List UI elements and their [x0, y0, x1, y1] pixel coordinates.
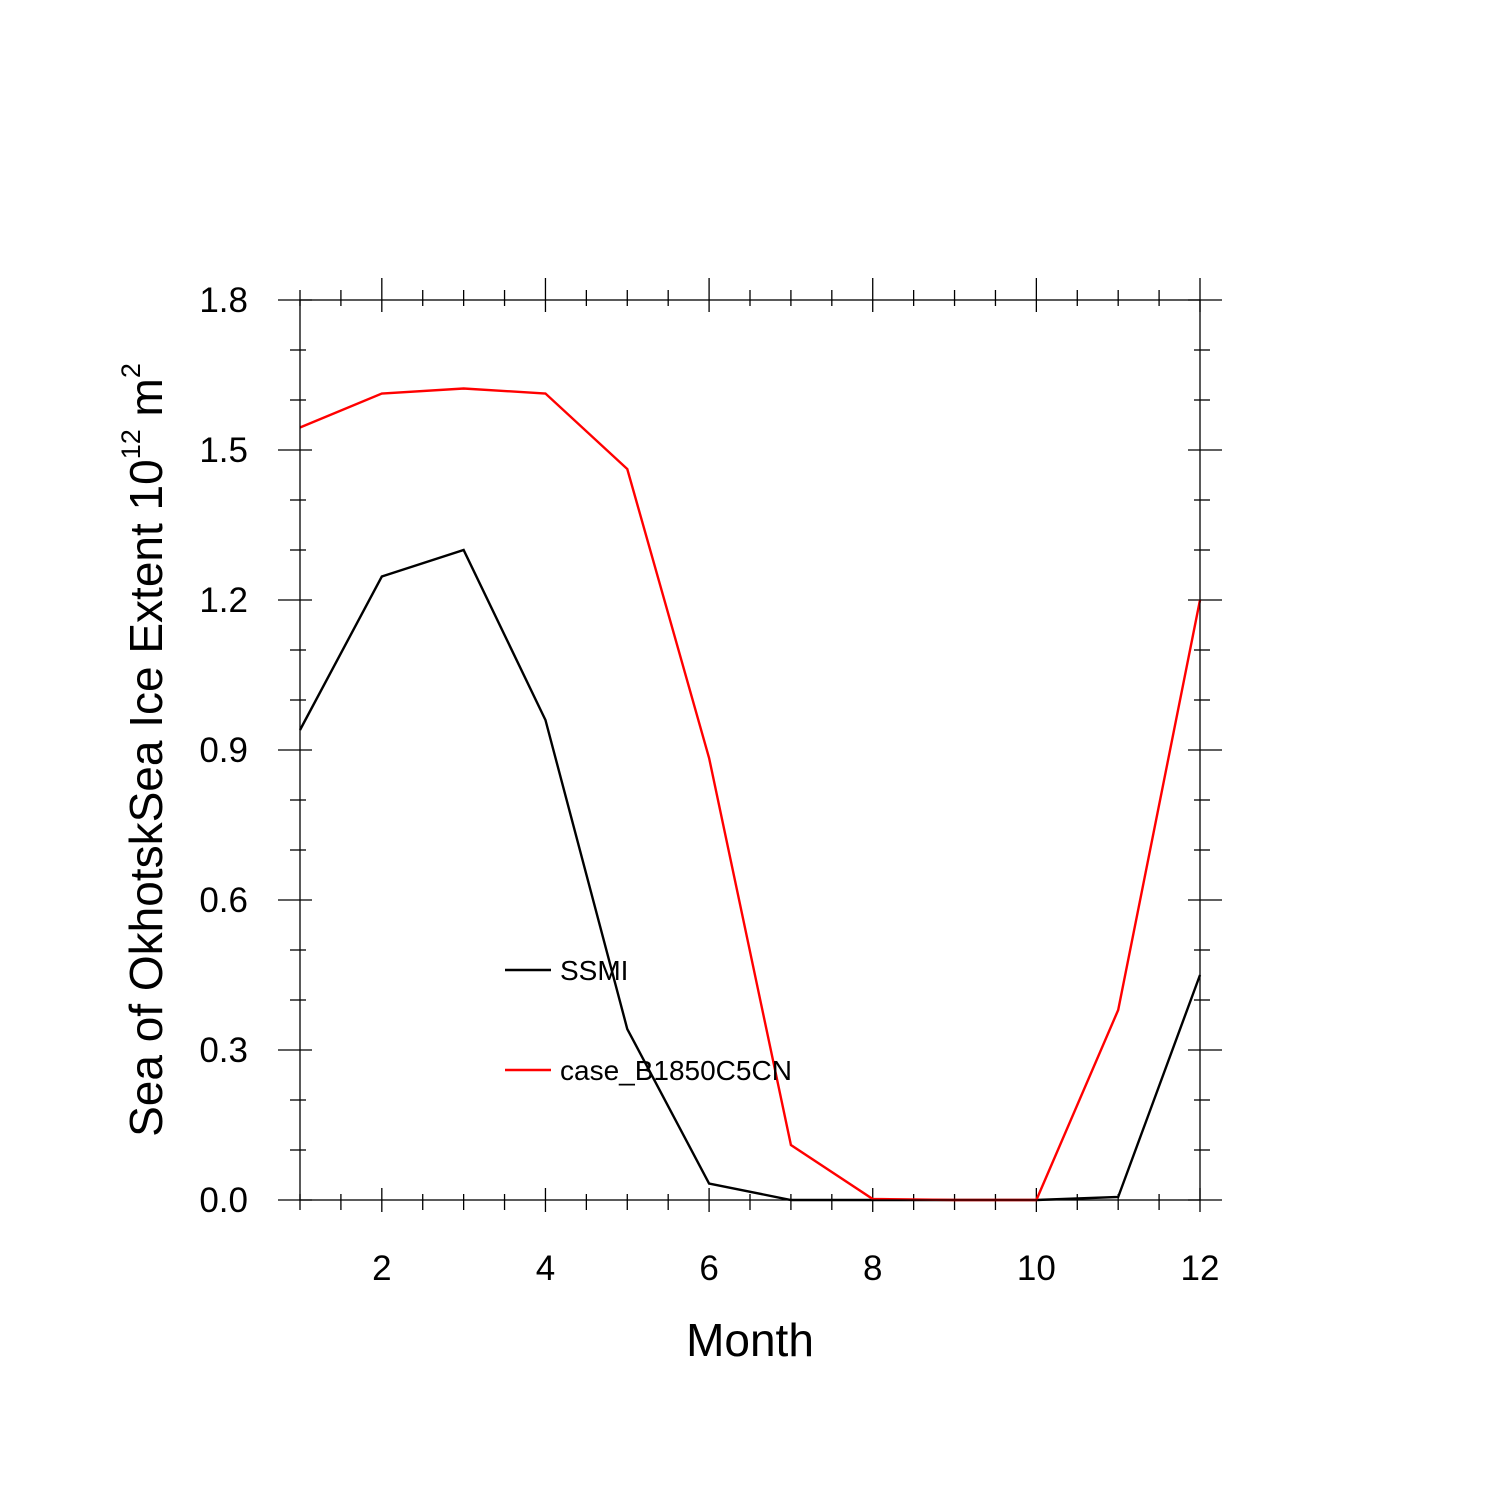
x-tick-label: 8 — [863, 1249, 882, 1288]
legend-label: case_B1850C5CN — [560, 1055, 792, 1086]
y-axis-title-exponent: 12 — [116, 429, 146, 459]
series-line-ssmi — [298, 548, 1202, 1202]
y-tick-label: 0.9 — [199, 731, 248, 770]
plot-frame — [299, 299, 1201, 1201]
y-tick-label: 1.2 — [199, 581, 248, 620]
y-axis-title-base: Sea of OkhotskSea Ice Extent 10 — [120, 459, 172, 1137]
x-tick-label: 4 — [536, 1249, 555, 1288]
x-tick-label: 12 — [1181, 1249, 1220, 1288]
tick-labels-layer: 2 4 6 8 10 12 0.0 0.3 0.6 0.9 1.2 1.5 1.8 — [199, 281, 1219, 1288]
legend-label: SSMI — [560, 955, 628, 986]
y-tick-label: 1.5 — [199, 431, 248, 470]
y-axis-title-unit: m — [120, 378, 172, 429]
x-axis-title: Month — [686, 1314, 814, 1366]
y-axis-title-unit-exponent: 2 — [116, 363, 146, 378]
x-tick-label: 10 — [1017, 1249, 1056, 1288]
x-tick-label: 6 — [699, 1249, 718, 1288]
legend-layer: SSMI case_B1850C5CN — [505, 955, 792, 1086]
y-axis-title: Sea of OkhotskSea Ice Extent 1012 m2 — [116, 363, 172, 1137]
y-tick-label: 0.3 — [199, 1031, 248, 1070]
series-line-case-b1850c5cn — [299, 387, 1202, 1202]
y-tick-label: 0.6 — [199, 881, 248, 920]
y-tick-label: 0.0 — [199, 1181, 248, 1220]
x-tick-label: 2 — [372, 1249, 391, 1288]
y-tick-label: 1.8 — [199, 281, 248, 320]
